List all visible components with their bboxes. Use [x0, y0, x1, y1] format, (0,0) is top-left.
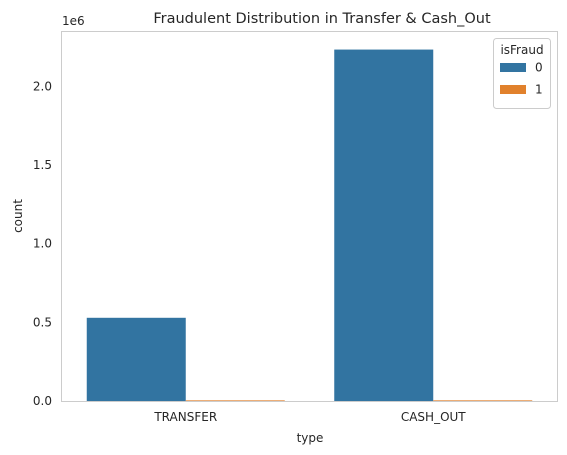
legend-swatch-0 — [500, 63, 526, 72]
bar-transfer-isfraud-1 — [185, 400, 285, 401]
plot-frame — [61, 31, 558, 402]
bar-transfer-isfraud-0 — [86, 317, 186, 401]
bar-cash-out-isfraud-1 — [433, 400, 533, 401]
y-scale-label: 1e6 — [62, 14, 85, 28]
legend: isFraud 01 — [493, 38, 551, 109]
legend-label-1: 1 — [535, 83, 543, 97]
x-tick-labels: TRANSFER CASH_OUT — [153, 410, 466, 424]
y-tick-label: 0.5 — [33, 315, 52, 329]
y-tick-label: 2.0 — [33, 79, 52, 93]
x-tick-label: CASH_OUT — [401, 410, 466, 424]
y-tick-labels: 0.0 0.5 1.0 1.5 2.0 — [33, 79, 52, 408]
bars-group — [86, 49, 533, 401]
legend-swatch-1 — [500, 85, 526, 94]
chart-title: Fraudulent Distribution in Transfer & Ca… — [153, 11, 491, 27]
x-tick-label: TRANSFER — [153, 410, 217, 424]
y-tick-label: 0.0 — [33, 394, 52, 408]
y-tick-label: 1.0 — [33, 237, 52, 251]
y-tick-label: 1.5 — [33, 158, 52, 172]
legend-label-0: 0 — [535, 61, 543, 75]
x-axis-label: type — [297, 431, 324, 445]
y-axis-label: count — [11, 199, 25, 233]
legend-items: 01 — [500, 61, 543, 97]
bar-cash-out-isfraud-0 — [334, 49, 434, 401]
legend-title: isFraud — [500, 43, 543, 57]
